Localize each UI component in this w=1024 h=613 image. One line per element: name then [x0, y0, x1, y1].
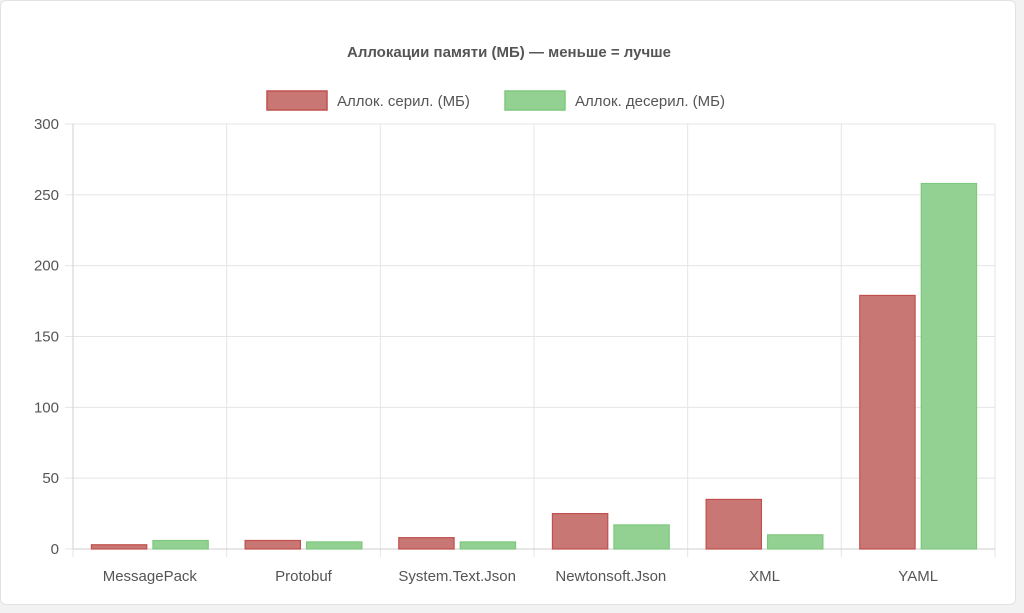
legend[interactable]: Аллок. серил. (МБ) Аллок. десерил. (МБ) [266, 90, 725, 111]
grid [65, 123, 996, 557]
bar-serialize-xml[interactable] [705, 498, 763, 550]
legend-swatch-serialize [266, 90, 328, 111]
legend-item-deserialize[interactable]: Аллок. десерил. (МБ) [504, 90, 725, 111]
y-tick-label: 0 [51, 541, 59, 558]
legend-item-serialize[interactable]: Аллок. серил. (МБ) [266, 90, 470, 111]
chart-card: Аллокации памяти (МБ) — меньше = лучше А… [0, 0, 1016, 605]
chart-title: Аллокации памяти (МБ) — меньше = лучше [347, 44, 671, 61]
bar-serialize-yaml[interactable] [859, 294, 916, 550]
legend-swatch-deserialize [504, 90, 566, 111]
bar-deserialize-newtonsoft-json[interactable] [613, 524, 670, 550]
bar-deserialize-yaml[interactable] [920, 182, 978, 550]
bar-deserialize-xml[interactable] [766, 534, 824, 550]
y-tick-label: 50 [42, 470, 59, 487]
bar-deserialize-system-text-json[interactable] [459, 541, 517, 550]
bar-serialize-newtonsoft-json[interactable] [551, 512, 609, 550]
y-tick-label: 250 [34, 187, 59, 204]
bar-chart: Аллокации памяти (МБ) — меньше = лучше А… [34, 44, 996, 585]
x-tick-label: XML [749, 568, 780, 585]
x-tick-label: Newtonsoft.Json [555, 568, 666, 585]
x-tick-label: YAML [898, 568, 938, 585]
x-tick-label: System.Text.Json [398, 568, 516, 585]
y-tick-label: 150 [34, 329, 59, 346]
y-tick-label: 300 [34, 116, 59, 133]
bar-serialize-messagepack[interactable] [90, 544, 148, 550]
bar-deserialize-messagepack[interactable] [152, 539, 209, 550]
y-tick-label: 100 [34, 399, 59, 416]
y-axis-ticks: 0 50 100 150 200 250 300 [34, 116, 59, 558]
x-axis-ticks: MessagePack Protobuf System.Text.Json Newto… [103, 568, 938, 585]
bar-serialize-protobuf[interactable] [244, 539, 302, 550]
x-tick-label: Protobuf [275, 568, 333, 585]
legend-label-deserialize: Аллок. десерил. (МБ) [575, 93, 725, 110]
x-tick-label: MessagePack [103, 568, 198, 585]
bar-serialize-system-text-json[interactable] [398, 537, 455, 550]
legend-label-serialize: Аллок. серил. (МБ) [337, 93, 470, 110]
bar-deserialize-protobuf[interactable] [305, 541, 363, 550]
y-tick-label: 200 [34, 258, 59, 275]
bars [90, 182, 978, 550]
